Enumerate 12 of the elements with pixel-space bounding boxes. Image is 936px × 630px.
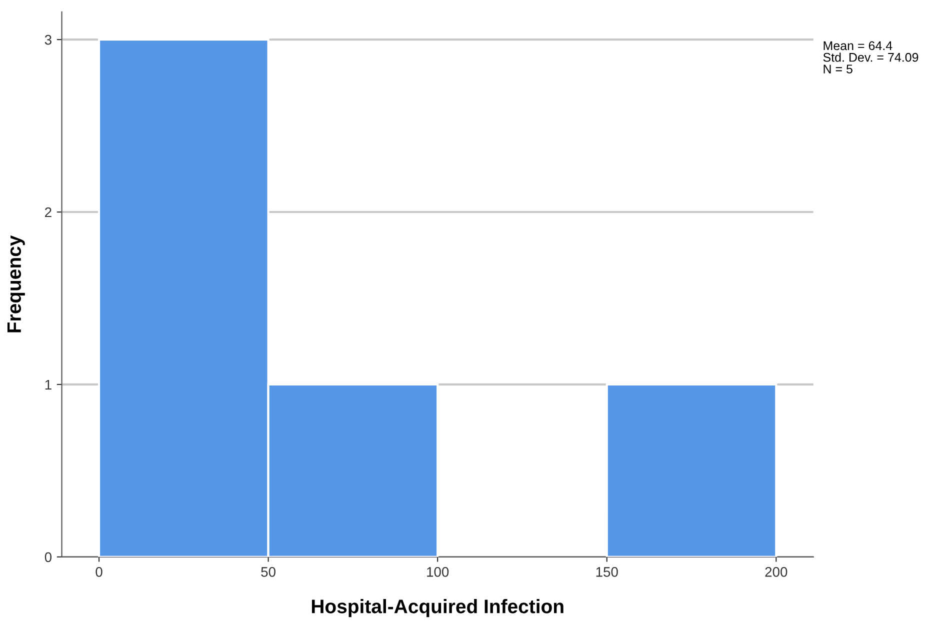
x-axis-title: Hospital-Acquired Infection: [312, 599, 564, 618]
y-tick-label: 2: [45, 207, 52, 218]
y-tick-label: 0: [44, 552, 52, 562]
x-tick-label: 200: [765, 567, 788, 577]
y-tick-label: 3: [44, 34, 52, 45]
x-tick-label: 50: [261, 567, 276, 577]
y-axis-title: Frequency: [7, 235, 25, 332]
x-tick-label: 0: [96, 567, 102, 577]
text: Mean = 64.4 Std. Dev. = 74.09 N = 5: [823, 41, 918, 74]
x-tick-label: 150: [596, 567, 618, 577]
y-tick-label: 1: [45, 380, 52, 390]
x-tick-label: 100: [427, 567, 449, 577]
